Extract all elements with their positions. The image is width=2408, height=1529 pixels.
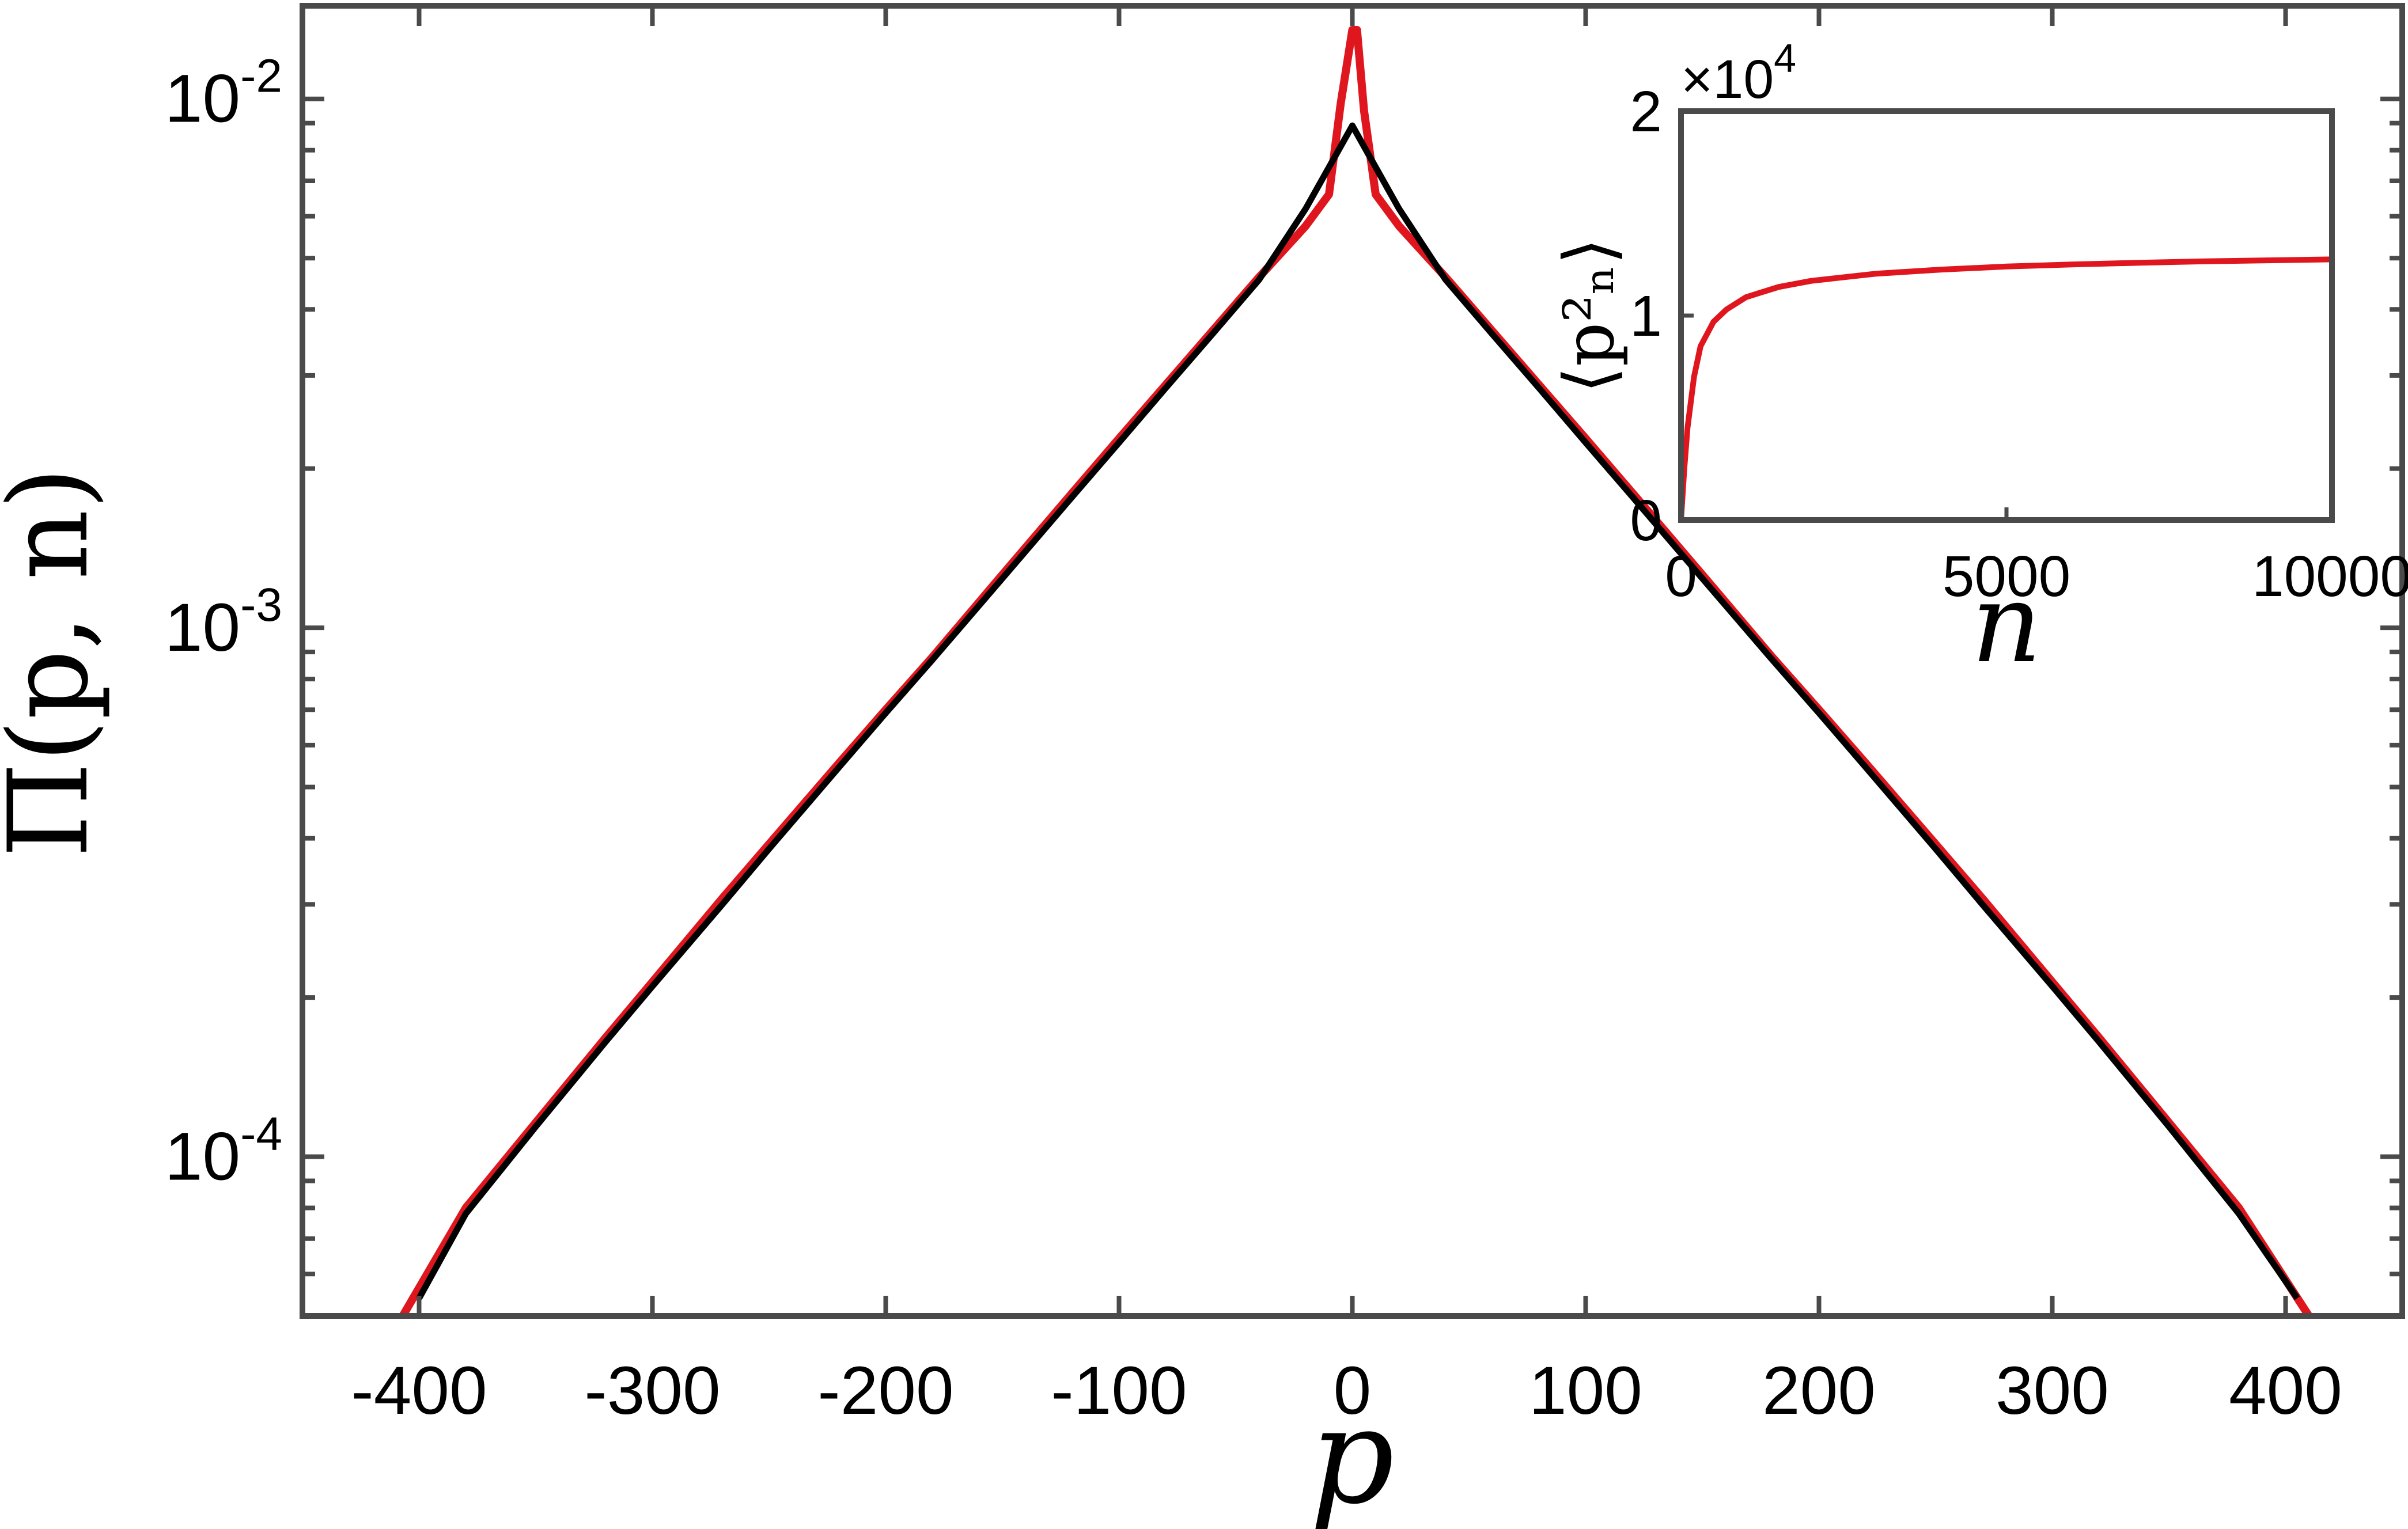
inset-x-ticks: 0 5000 10000 xyxy=(1665,507,2408,609)
inset-series-layer xyxy=(1678,256,2333,521)
inset-x-tick-label: 0 xyxy=(1665,544,1697,609)
main-y-ticks: 10-210-310-4 xyxy=(165,50,2402,1318)
main-y-tick-label-base: 10 xyxy=(165,590,240,666)
inset-y-tick-label: 0 xyxy=(1630,488,1662,553)
inset-background xyxy=(1681,111,2332,520)
main-x-axis-label: p xyxy=(1309,1380,1394,1529)
inset-y-multiplier-exp: 4 xyxy=(1774,36,1796,81)
main-y-tick-label: 10-3 xyxy=(165,579,282,666)
inset-x-tick-label: 5000 xyxy=(1943,544,2070,609)
inset-y-tick-label: 1 xyxy=(1630,284,1662,348)
inset-y-ticks: 0 1 2 xyxy=(1630,79,1694,553)
main-x-tick-label: -200 xyxy=(817,1353,953,1429)
main-y-axis-label: Π(p, n) xyxy=(0,467,112,858)
main-plot: -400 -300 -200 -100 0 100 200 300 400 10-210-310… xyxy=(0,3,2405,1529)
inset-y-axis-label: ⟨p²ₙ⟩ xyxy=(1550,238,1630,393)
main-series-layer xyxy=(399,26,2312,1318)
main-y-tick-label-exp: -3 xyxy=(240,579,282,631)
main-y-tick-label-base: 10 xyxy=(165,61,240,137)
main-x-tick-label: -400 xyxy=(351,1353,487,1429)
main-y-tick-label: 10-4 xyxy=(165,1108,282,1195)
inset-x-axis-label: n xyxy=(1971,560,2042,687)
inset-y-multiplier-base: ×10 xyxy=(1681,49,1774,110)
inset-plot: 0 5000 10000 0 1 2 ×104 n ⟨p²ₙ⟩ xyxy=(1550,36,2408,687)
main-x-tick-label: 400 xyxy=(2229,1353,2342,1429)
main-x-tick-label: -300 xyxy=(584,1353,720,1429)
main-y-tick-label-exp: -2 xyxy=(240,50,282,103)
main-x-tick-label: 300 xyxy=(1996,1353,2109,1429)
main-y-tick-label-base: 10 xyxy=(165,1119,240,1195)
main-y-tick-label: 10-2 xyxy=(165,50,282,137)
main-series-line-1 xyxy=(416,122,2300,1300)
main-x-tick-label: 200 xyxy=(1762,1353,1876,1429)
main-x-tick-label: -100 xyxy=(1051,1353,1187,1429)
main-y-tick-label-exp: -4 xyxy=(240,1108,282,1160)
inset-y-multiplier: ×104 xyxy=(1681,36,1796,110)
main-x-ticks: -400 -300 -200 -100 0 100 200 300 400 xyxy=(351,6,2342,1429)
inset-series-line-0 xyxy=(1678,256,2333,521)
inset-x-tick-label: 10000 xyxy=(2252,544,2408,609)
inset-y-tick-label: 2 xyxy=(1630,79,1662,144)
main-x-tick-label: 0 xyxy=(1334,1353,1372,1429)
main-x-tick-label: 100 xyxy=(1529,1353,1642,1429)
